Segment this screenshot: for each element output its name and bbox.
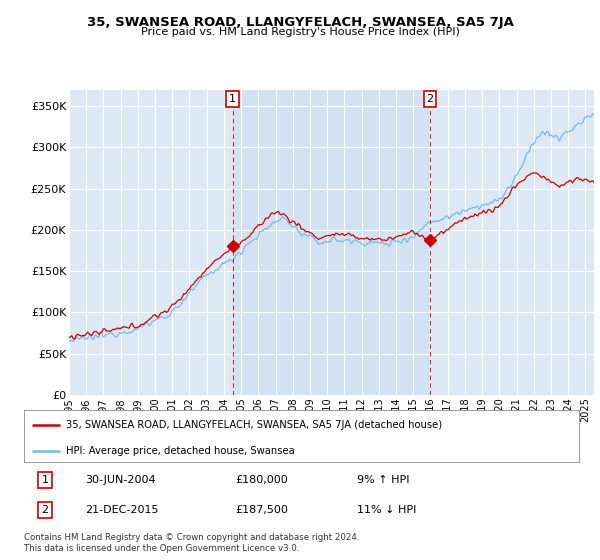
Text: 30-JUN-2004: 30-JUN-2004 [85,475,155,486]
Text: Price paid vs. HM Land Registry's House Price Index (HPI): Price paid vs. HM Land Registry's House … [140,27,460,37]
Text: £187,500: £187,500 [235,505,288,515]
Text: £180,000: £180,000 [235,475,287,486]
Text: 2: 2 [427,94,434,104]
Text: 35, SWANSEA ROAD, LLANGYFELACH, SWANSEA, SA5 7JA (detached house): 35, SWANSEA ROAD, LLANGYFELACH, SWANSEA,… [65,420,442,430]
Text: 2: 2 [41,505,49,515]
Text: 35, SWANSEA ROAD, LLANGYFELACH, SWANSEA, SA5 7JA: 35, SWANSEA ROAD, LLANGYFELACH, SWANSEA,… [86,16,514,29]
Bar [233,90,430,395]
Text: 1: 1 [41,475,49,486]
Text: 21-DEC-2015: 21-DEC-2015 [85,505,158,515]
Text: 11% ↓ HPI: 11% ↓ HPI [357,505,416,515]
Text: HPI: Average price, detached house, Swansea: HPI: Average price, detached house, Swan… [65,446,295,456]
Text: 9% ↑ HPI: 9% ↑ HPI [357,475,409,486]
Text: 1: 1 [229,94,236,104]
Text: Contains HM Land Registry data © Crown copyright and database right 2024.
This d: Contains HM Land Registry data © Crown c… [24,533,359,553]
